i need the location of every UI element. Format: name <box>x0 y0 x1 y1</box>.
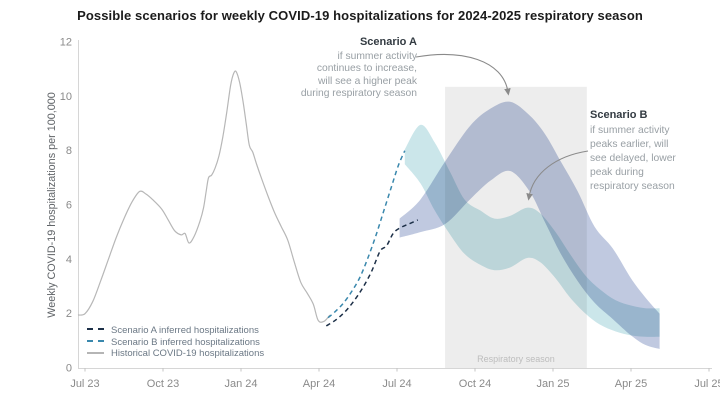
y-tick-label: 10 <box>60 91 72 103</box>
annotation-text-line: peaks earlier, will <box>590 139 669 150</box>
annotation-arrows-layer <box>415 54 589 201</box>
annotation-text-line: peak during <box>590 167 644 178</box>
season-band-label: Respiratory season <box>477 354 555 364</box>
annotation-text-line: will see a higher peak <box>317 75 417 87</box>
x-tick-label: Jan 25 <box>536 378 569 390</box>
x-tick-label: Apr 24 <box>303 378 335 390</box>
annotation-text-line: during respiratory season <box>300 88 417 99</box>
legend-swatch <box>87 328 104 331</box>
legend-swatch <box>87 351 104 354</box>
annotation-scenario-a: Scenario A if summer activity continues … <box>301 36 417 101</box>
chart-title: Possible scenarios for weekly COVID-19 h… <box>77 8 643 23</box>
annotation-text-line: see delayed, lower <box>590 153 676 164</box>
band-scenario-b-projection-band <box>404 124 660 337</box>
y-tick-label: 8 <box>66 145 72 157</box>
x-tick-label: Jan 24 <box>224 378 257 390</box>
y-tick-label: 12 <box>60 37 72 49</box>
annotation-scenario-b-title: Scenario B <box>590 109 648 121</box>
legend-item-historical: Historical COVID-19 hospitalizations <box>87 348 264 360</box>
legend-label: Historical COVID-19 hospitalizations <box>111 348 265 360</box>
x-tick-label: Jul 23 <box>70 378 99 390</box>
series-historical-covid-19-hospitalizations <box>77 70 331 323</box>
legend-swatch <box>87 340 104 343</box>
legend-item-scenario-b: Scenario B inferred hospitalizations <box>87 337 264 349</box>
annotation-text-line: if summer activity <box>337 50 417 62</box>
legend-item-scenario-a: Scenario A inferred hospitalizations <box>87 325 264 337</box>
x-tick-label: Oct 23 <box>147 378 179 390</box>
legend-label: Scenario B inferred hospitalizations <box>111 336 260 348</box>
annotation-text-line: continues to increase, <box>316 63 417 74</box>
scenario-b-pointer-arrow <box>526 150 589 201</box>
series-scenario-b-inferred-hospitalizations <box>327 150 406 319</box>
x-tick-label: Jul 24 <box>382 378 411 390</box>
annotation-text-line: respiratory season <box>590 181 675 192</box>
y-tick-label: 0 <box>66 363 72 375</box>
y-tick-label: 2 <box>66 308 72 320</box>
scenario-a-arrow <box>415 54 511 96</box>
legend: Scenario A inferred hospitalizations Sce… <box>87 325 264 360</box>
x-tick-label: Oct 24 <box>459 378 491 390</box>
series-scenario-a-inferred-hospitalizations <box>325 219 419 327</box>
annotation-text-line: if summer activity <box>590 125 670 136</box>
annotation-scenario-b: Scenario B if summer activity peaks earl… <box>590 108 676 194</box>
annotation-scenario-a-title: Scenario A <box>359 36 417 48</box>
x-tick-label: Jul 25 <box>694 378 720 390</box>
y-tick-label: 6 <box>66 200 72 212</box>
y-axis-title: Weekly COVID-19 hospitalizations per 100… <box>46 92 58 318</box>
y-tick-label: 4 <box>66 254 72 266</box>
legend-label: Scenario A inferred hospitalizations <box>111 325 259 336</box>
x-tick-label: Apr 25 <box>615 378 647 390</box>
